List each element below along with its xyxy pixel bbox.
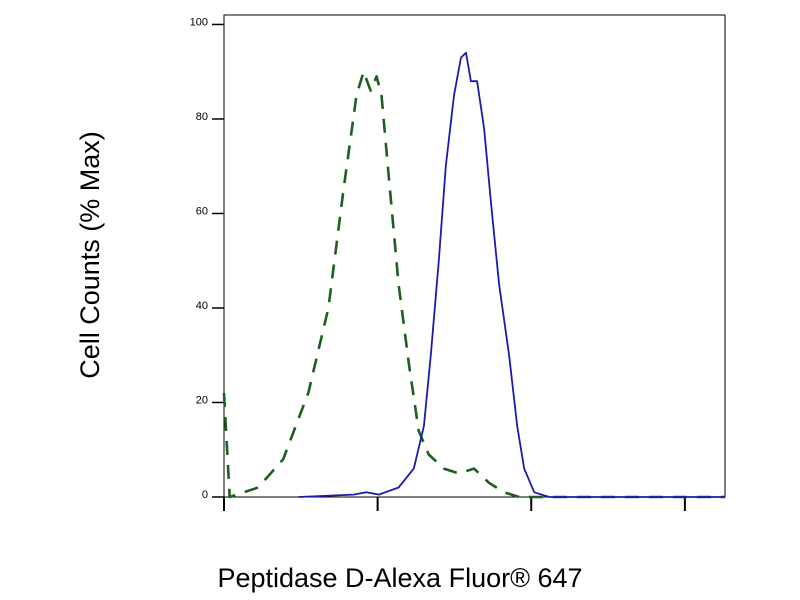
y-tick-label: 80 bbox=[196, 111, 208, 123]
plot-frame bbox=[223, 14, 726, 498]
y-tick-label: 40 bbox=[196, 300, 208, 312]
histogram-line bbox=[222, 70, 725, 499]
y-tick-label: 0 bbox=[202, 489, 208, 501]
y-tick-label: 100 bbox=[190, 16, 208, 28]
x-axis-title: Peptidase D-Alexa Fluor® 647 bbox=[217, 563, 582, 593]
histogram-line bbox=[298, 51, 725, 498]
y-axis-title: Cell Counts (% Max) bbox=[75, 131, 105, 379]
y-tick-label: 20 bbox=[196, 394, 208, 406]
y-tick-label: 60 bbox=[196, 205, 208, 217]
